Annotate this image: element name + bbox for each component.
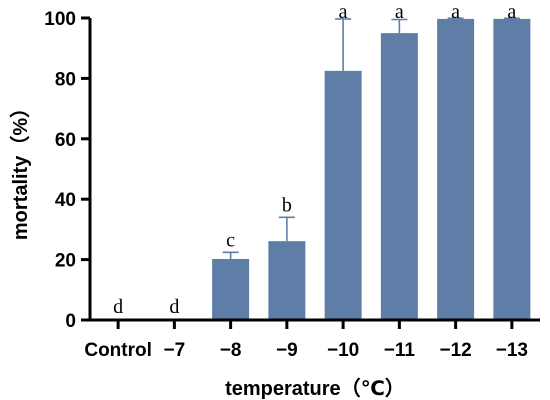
x-tick-label: Control <box>84 340 152 361</box>
significance-label: a <box>451 1 460 23</box>
y-tick-label: 80 <box>55 69 76 90</box>
significance-labels-layer: d d c b a a a a <box>113 1 516 318</box>
y-ticks-layer: 0 20 40 60 80 100 <box>44 9 90 332</box>
bar <box>268 241 306 320</box>
bar <box>324 70 362 320</box>
x-tick-label: −8 <box>220 340 242 361</box>
x-tick-label: −7 <box>164 340 186 361</box>
y-tick-label: 40 <box>55 190 76 211</box>
x-axis-title: temperature（℃） <box>225 377 405 400</box>
bars-layer <box>212 18 531 320</box>
significance-label: d <box>113 296 123 318</box>
error-bars-layer <box>222 17 520 259</box>
x-tick-label: −11 <box>384 340 416 361</box>
significance-label: d <box>169 296 179 318</box>
y-tick-label: 20 <box>55 251 76 272</box>
x-tick-label: −10 <box>327 340 359 361</box>
bar <box>493 18 531 320</box>
significance-label: b <box>282 194 292 216</box>
y-tick-label: 60 <box>55 130 76 151</box>
x-tick-label: −12 <box>440 340 472 361</box>
y-axis-title: mortality（%） <box>9 98 32 240</box>
significance-label: a <box>339 1 348 23</box>
y-tick-label: 0 <box>65 311 76 332</box>
significance-label: a <box>395 1 404 23</box>
bar <box>437 18 475 320</box>
bar <box>212 258 250 320</box>
x-tick-label: −9 <box>276 340 298 361</box>
x-tick-label: −13 <box>496 340 528 361</box>
bar <box>380 33 418 320</box>
y-tick-label: 100 <box>44 9 76 30</box>
significance-label: c <box>226 229 235 251</box>
significance-label: a <box>507 1 516 23</box>
x-ticks-layer: Control −7 −8 −9 −10 −11 −12 −13 <box>84 320 528 361</box>
